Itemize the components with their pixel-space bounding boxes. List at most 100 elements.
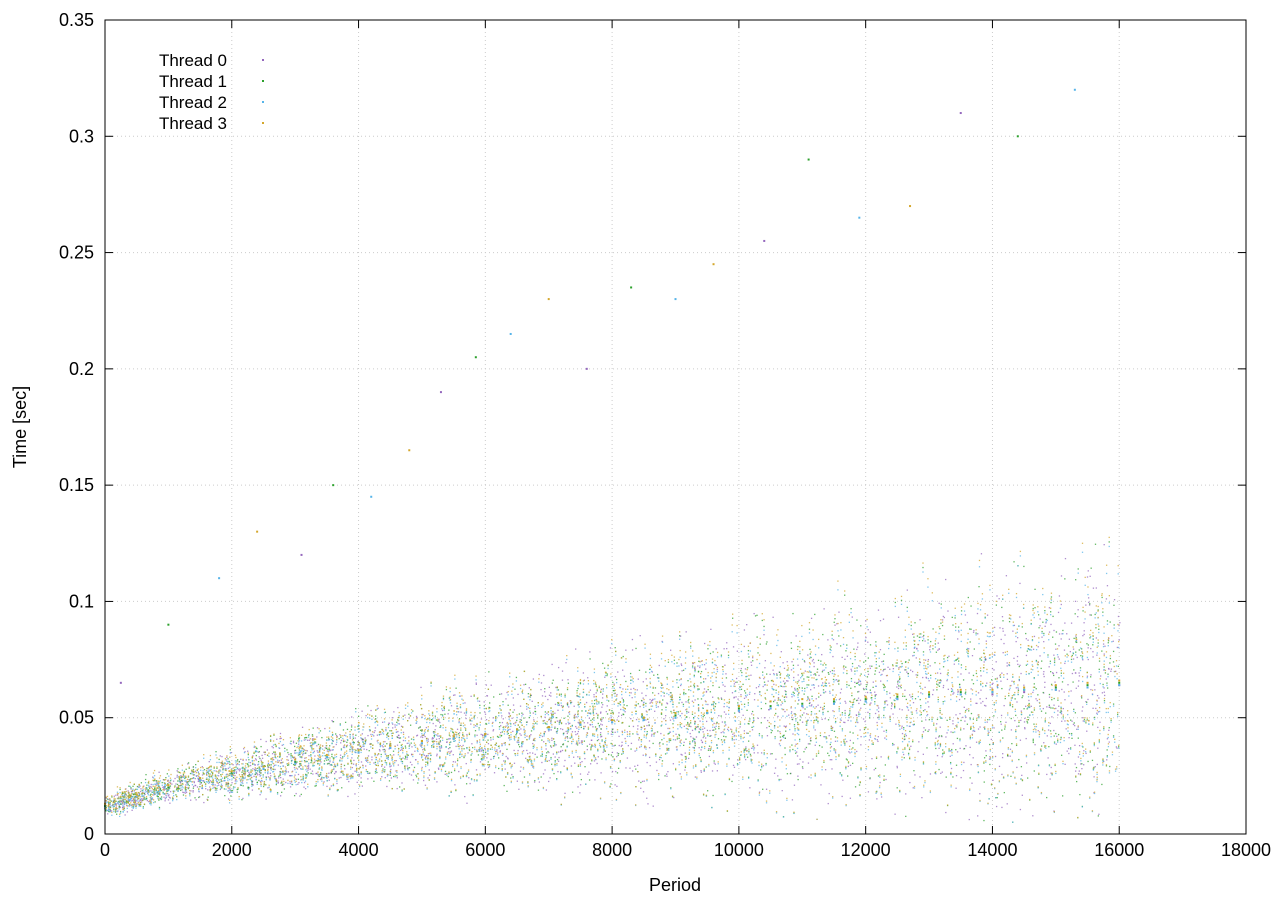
data-point (1061, 638, 1062, 639)
data-point (791, 694, 792, 695)
data-point (1098, 697, 1099, 698)
data-point (1082, 717, 1083, 718)
data-point (288, 764, 289, 765)
data-point (870, 689, 871, 690)
data-point (865, 660, 866, 661)
data-point (659, 759, 660, 760)
data-point (429, 775, 430, 776)
data-point (1095, 614, 1096, 615)
data-point (424, 749, 425, 750)
data-point (965, 717, 966, 718)
data-point (762, 620, 763, 621)
data-point (493, 756, 494, 757)
data-point (869, 665, 870, 666)
data-point (898, 617, 899, 618)
data-point (663, 718, 664, 719)
data-point (761, 722, 762, 723)
data-point (970, 729, 971, 730)
data-point (952, 720, 953, 721)
data-point (519, 733, 520, 734)
data-point (678, 738, 679, 739)
data-point (987, 721, 988, 722)
data-point (270, 773, 271, 774)
data-point (694, 752, 695, 753)
data-point (744, 646, 745, 647)
data-point (130, 788, 131, 789)
data-point (817, 669, 818, 670)
data-point (399, 742, 400, 743)
data-point (739, 762, 740, 763)
data-point (731, 781, 732, 782)
data-point (1082, 656, 1083, 657)
data-point (740, 694, 741, 695)
data-point (584, 741, 585, 742)
data-point (666, 677, 667, 678)
data-point (526, 708, 527, 709)
data-point (863, 718, 864, 719)
data-point (1080, 667, 1081, 668)
data-point (250, 769, 251, 770)
data-point (825, 769, 826, 770)
data-point (299, 754, 300, 755)
data-point (887, 704, 888, 705)
data-point (818, 696, 819, 697)
data-point (260, 760, 261, 761)
data-point (425, 762, 426, 763)
data-point (328, 795, 329, 796)
data-point (237, 791, 238, 792)
data-point (1106, 759, 1107, 760)
data-point (1017, 660, 1018, 661)
data-point (773, 701, 774, 702)
data-point (894, 707, 895, 708)
data-point (661, 765, 662, 766)
data-point (1048, 746, 1049, 747)
data-point (469, 734, 470, 735)
data-point (902, 709, 903, 710)
data-point (905, 793, 906, 794)
data-point (805, 748, 806, 749)
data-point (968, 710, 969, 711)
data-point (832, 710, 833, 711)
data-point (506, 791, 507, 792)
data-point (922, 677, 923, 678)
data-point (433, 705, 434, 706)
data-point (344, 741, 345, 742)
data-point (681, 702, 682, 703)
data-point (265, 798, 266, 799)
data-point (637, 725, 638, 726)
data-point (298, 754, 299, 755)
data-point (895, 724, 896, 725)
data-point (230, 789, 231, 790)
data-point (318, 744, 319, 745)
data-point (336, 783, 337, 784)
data-point (970, 764, 971, 765)
data-point (352, 767, 353, 768)
data-point (319, 768, 320, 769)
data-point (199, 786, 200, 787)
data-point (953, 692, 954, 693)
data-point (393, 776, 394, 777)
data-point (963, 728, 964, 729)
data-point (754, 693, 755, 694)
data-point (197, 786, 198, 787)
data-point (649, 699, 650, 700)
data-point (1044, 676, 1045, 677)
data-point (1011, 743, 1012, 744)
data-point (170, 785, 171, 786)
data-point (988, 636, 989, 637)
data-point (888, 757, 889, 758)
data-point (830, 750, 831, 751)
data-point (316, 745, 317, 746)
data-point (733, 765, 734, 766)
data-point (683, 704, 684, 705)
data-point (939, 603, 940, 604)
data-point (799, 653, 800, 654)
data-point (120, 811, 121, 812)
data-point (825, 691, 826, 692)
data-point (801, 705, 803, 707)
data-point (247, 751, 248, 752)
data-point (848, 751, 849, 752)
data-point (474, 734, 475, 735)
data-point (700, 770, 701, 771)
data-point (643, 681, 644, 682)
